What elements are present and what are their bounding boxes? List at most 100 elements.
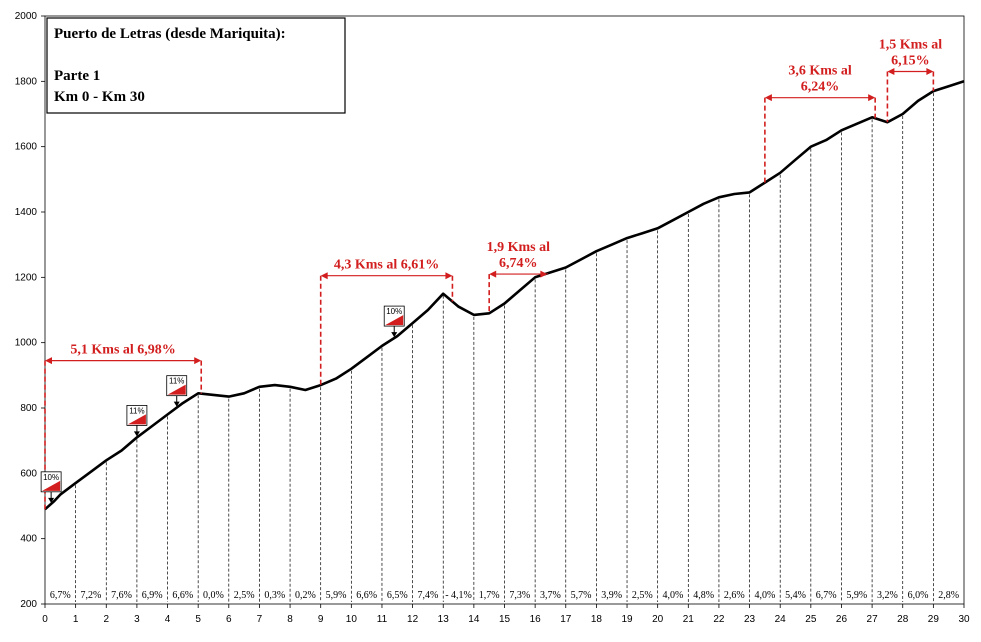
- x-tick-label: 5: [195, 614, 201, 625]
- y-tick-label: 1800: [15, 76, 38, 87]
- segment-gradient-label: 4,8%: [693, 590, 714, 601]
- segment-gradient-label: 4,0%: [663, 590, 684, 601]
- annotations: 5,1 Kms al 6,98% 4,3 Kms al 6,61% 1,9 Kms …: [44, 38, 943, 510]
- x-tick-label: 20: [652, 614, 664, 625]
- segment-gradient-label: 5,7%: [571, 590, 592, 601]
- annotation-label: 5,1 Kms al 6,98%: [70, 343, 175, 358]
- marker-flag-wedge: [385, 315, 404, 326]
- segment-gradient-label: 6,7%: [50, 590, 71, 601]
- annotation-label: 3,6 Kms al: [788, 64, 852, 79]
- x-tick-label: 21: [683, 614, 695, 625]
- y-tick-label: 1400: [15, 207, 38, 218]
- x-tick-label: 19: [621, 614, 633, 625]
- x-tick-label: 3: [134, 614, 140, 625]
- marker-flag-wedge: [167, 384, 186, 395]
- x-tick-label: 16: [530, 614, 542, 625]
- annotation-arrow-right: [540, 270, 548, 278]
- title-box-frame: [46, 17, 346, 114]
- x-tick-label: 29: [928, 614, 940, 625]
- marker-pointer-arrow: [48, 497, 55, 503]
- annotation-label: 1,9 Kms al: [487, 240, 551, 255]
- y-tick-label: 400: [20, 534, 37, 545]
- marker-flag-wedge: [127, 414, 146, 425]
- segment-lines: [75, 93, 934, 602]
- x-tick-label: 9: [318, 614, 324, 625]
- x-tick-label: 8: [287, 614, 293, 625]
- x-tick-label: 1: [73, 614, 79, 625]
- y-axis-ticks: 200 400 600 800 1000 1200 1400 1600 1800 2000: [15, 11, 45, 610]
- marker-flag-label: 10%: [43, 473, 59, 482]
- marker-flag-label: 11%: [169, 377, 184, 386]
- segment-gradient-label: 6,6%: [356, 590, 377, 601]
- x-axis-ticks: 0 1 2 3 4 5 6 7 8 9 10 11 12 13 14 15 16 17 18 19 20 21 22 23 24…: [42, 604, 970, 625]
- segment-gradient-label: 5,9%: [846, 590, 867, 601]
- segment-gradient-label: 7,2%: [81, 590, 102, 601]
- marker-pointer-arrow: [391, 332, 398, 338]
- annotation-label: 1,5 Kms al: [879, 38, 943, 53]
- annotation-arrow-left: [887, 68, 895, 76]
- y-tick-label: 1600: [15, 142, 38, 153]
- x-tick-label: 7: [257, 614, 263, 625]
- segment-gradient-label: 6,0%: [908, 590, 929, 601]
- marker-pointer-arrow: [133, 431, 140, 437]
- segment-gradient-label: 2,5%: [234, 590, 255, 601]
- segment-gradient-label: 7,6%: [111, 590, 132, 601]
- annotation-arrow-right: [445, 272, 453, 280]
- segment-gradient-label: 3,7%: [540, 590, 561, 601]
- elevation-profile-line: [44, 80, 965, 511]
- marker-flag-wedge: [42, 480, 61, 491]
- gradient-labels: 6,7% 7,2% 7,6% 6,9% 6,6% 0,0% 2,5% 0,3% 0,2% 5,9%…: [50, 590, 959, 601]
- segment-gradient-label: 6,6%: [172, 590, 193, 601]
- annotation-label: 6,24%: [801, 80, 840, 95]
- gradient-markers: 10% 11% 11% 10%: [40, 305, 405, 503]
- annotation-label: 6,74%: [499, 256, 538, 271]
- segment-gradient-label: 7,3%: [509, 590, 530, 601]
- segment-gradient-label: 6,5%: [387, 590, 408, 601]
- marker-pointer-arrow: [173, 401, 180, 407]
- title-box: Puerto de Letras (desde Mariquita): Part…: [46, 17, 346, 114]
- x-tick-label: 23: [744, 614, 756, 625]
- segment-gradient-label: 2,8%: [938, 590, 959, 601]
- segment-gradient-label: 4,0%: [754, 590, 775, 601]
- annotation-arrow-right: [194, 357, 202, 365]
- annotation-label: 6,15%: [891, 54, 930, 69]
- x-tick-label: 12: [407, 614, 419, 625]
- segment-gradient-label: - 4,1%: [445, 590, 472, 601]
- chart-subtitle-1: Parte 1: [54, 68, 100, 84]
- segment-gradient-label: 5,4%: [785, 590, 806, 601]
- x-tick-label: 4: [165, 614, 171, 625]
- marker-flag-label: 11%: [129, 406, 144, 415]
- segment-gradient-label: 3,2%: [877, 590, 898, 601]
- chart-title: Puerto de Letras (desde Mariquita):: [54, 26, 286, 42]
- segment-gradient-label: 6,7%: [816, 590, 837, 601]
- segment-gradient-label: 1,7%: [479, 590, 500, 601]
- y-tick-label: 200: [20, 599, 37, 610]
- y-tick-label: 1200: [15, 272, 38, 283]
- segment-gradient-label: 0,3%: [264, 590, 285, 601]
- x-tick-label: 18: [591, 614, 603, 625]
- segment-gradient-label: 6,9%: [142, 590, 163, 601]
- segment-gradient-label: 2,6%: [724, 590, 745, 601]
- segment-gradient-label: 7,4%: [417, 590, 438, 601]
- y-tick-label: 800: [20, 403, 37, 414]
- x-tick-label: 17: [560, 614, 572, 625]
- profile-line-group: [44, 80, 965, 511]
- x-tick-label: 15: [499, 614, 511, 625]
- x-tick-label: 27: [867, 614, 879, 625]
- x-tick-label: 2: [103, 614, 109, 625]
- segment-gradient-label: 3,9%: [601, 590, 622, 601]
- x-tick-label: 10: [346, 614, 358, 625]
- x-tick-label: 25: [805, 614, 817, 625]
- x-tick-label: 30: [958, 614, 970, 625]
- segment-gradient-label: 5,9%: [326, 590, 347, 601]
- x-tick-label: 22: [713, 614, 725, 625]
- y-tick-label: 2000: [15, 11, 38, 22]
- x-tick-label: 14: [468, 614, 480, 625]
- annotation-arrow-left: [764, 94, 772, 102]
- annotation-arrow-right: [868, 94, 876, 102]
- x-tick-label: 26: [836, 614, 848, 625]
- x-tick-label: 11: [377, 614, 388, 625]
- annotation-arrow-right: [926, 68, 934, 76]
